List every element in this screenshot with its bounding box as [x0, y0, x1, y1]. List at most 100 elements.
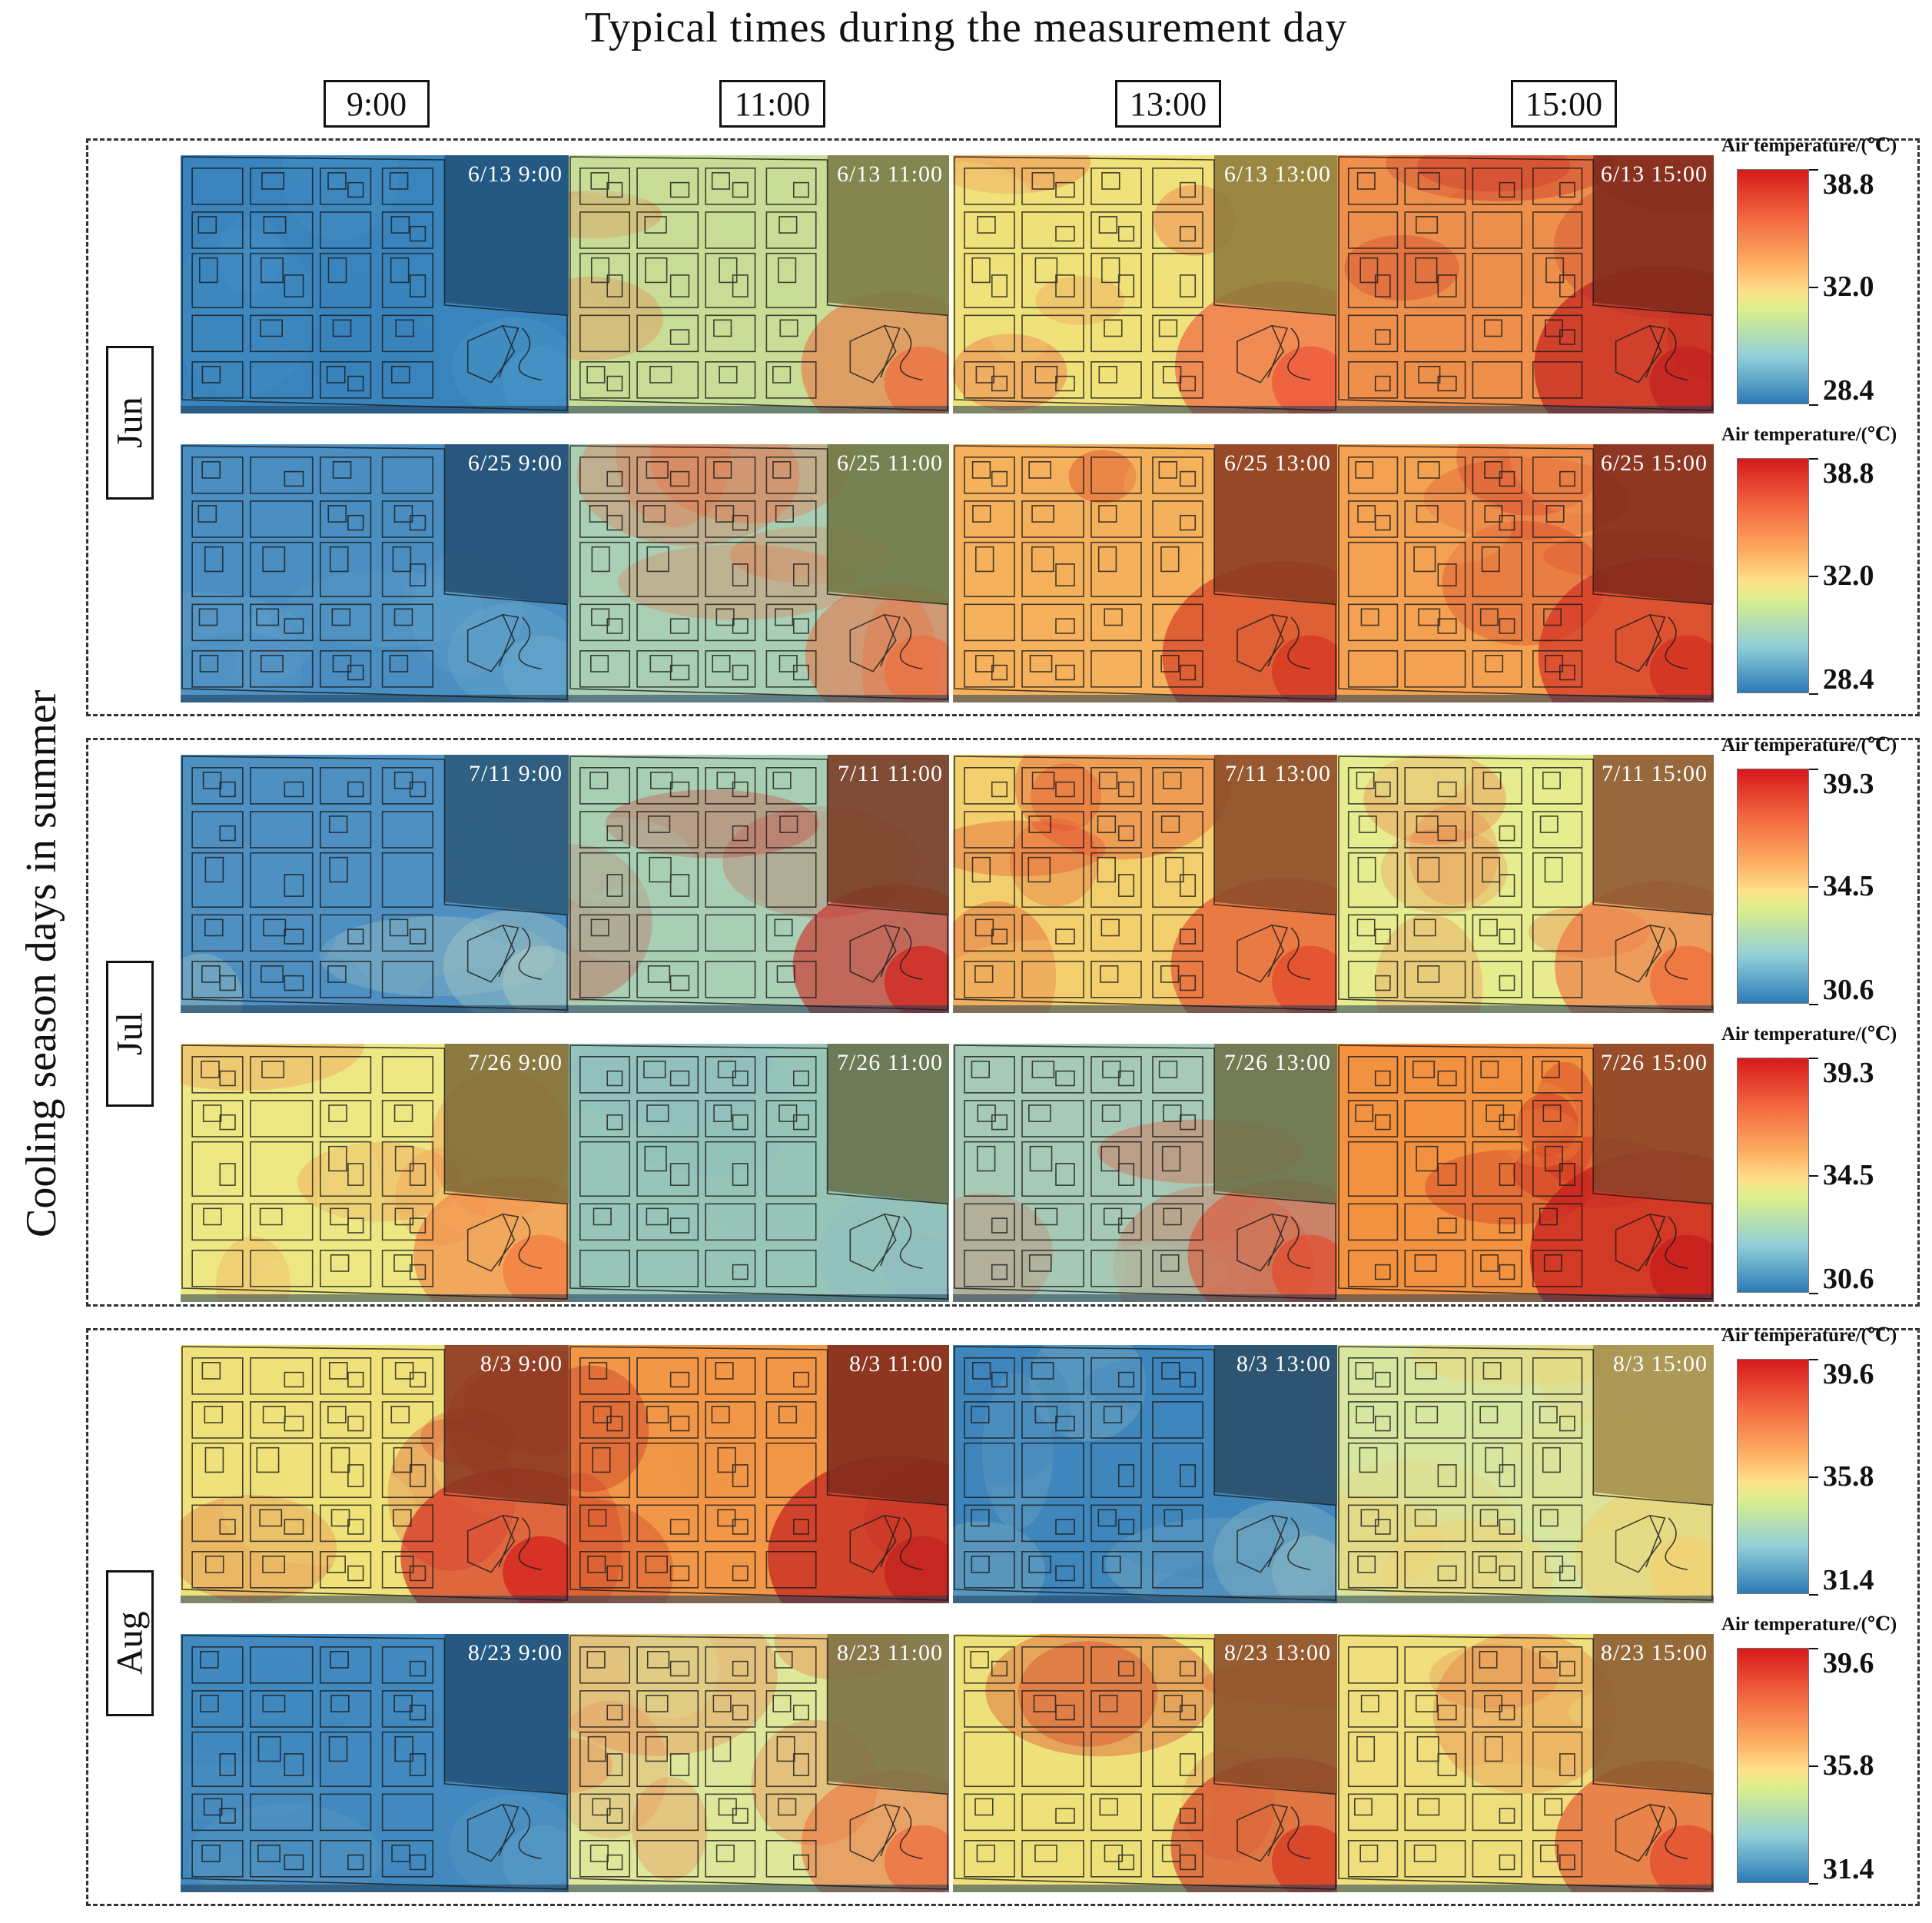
panel-timestamp: 7/11 11:00: [838, 761, 943, 786]
map-panel-8-3-11-00: 8/3 11:00: [569, 1345, 949, 1603]
time-label-1100: 11:00: [719, 80, 825, 128]
panel-timestamp: 6/13 13:00: [1223, 161, 1331, 187]
month-group-jun: [86, 138, 1920, 716]
colorbar-title: Air temperature/(℃): [1721, 1325, 1897, 1346]
temperature-map: [953, 1634, 1337, 1892]
map-panel-8-23-13-00: 8/23 13:00: [953, 1634, 1337, 1892]
colorbar-tick-mark: [1809, 1359, 1818, 1360]
panel-timestamp: 8/23 11:00: [836, 1640, 943, 1666]
panel-timestamp: 8/23 13:00: [1223, 1640, 1331, 1666]
panel-timestamp: 8/23 9:00: [467, 1640, 563, 1666]
colorbar-tick-mark: [1809, 693, 1818, 695]
colorbar-title: Air temperature/(℃): [1721, 735, 1897, 756]
map-panel-8-3-15-00: 8/3 15:00: [1337, 1345, 1714, 1603]
colorbar-tick-mark: [1809, 458, 1818, 460]
map-panel-7-26-9-00: 7/26 9:00: [181, 1044, 569, 1302]
colorbar-tick-mark: [1809, 1883, 1818, 1885]
colorbar-tick-max: 38.8: [1823, 457, 1874, 490]
month-group-aug: [86, 1328, 1920, 1906]
colorbar-tick-mark: [1809, 576, 1818, 577]
panel-timestamp: 6/25 13:00: [1223, 450, 1331, 476]
panel-timestamp: 7/11 9:00: [468, 761, 563, 786]
colorbar-tick-mark: [1809, 886, 1818, 888]
temperature-map: [569, 1634, 949, 1892]
colorbar-tick-min: 30.6: [1823, 974, 1874, 1006]
map-panel-8-23-15-00: 8/23 15:00: [1337, 1634, 1714, 1892]
temperature-map: [181, 755, 569, 1013]
temperature-map: [953, 1345, 1337, 1603]
temperature-map: [1337, 755, 1714, 1013]
map-panel-6-13-13-00: 6/13 13:00: [953, 155, 1337, 413]
temperature-map: [569, 155, 949, 413]
colorbar-tick-mark: [1809, 1648, 1818, 1649]
temperature-map: [181, 155, 569, 413]
colorbar-tick-mark: [1809, 169, 1818, 171]
panel-timestamp: 6/13 11:00: [836, 161, 943, 187]
panel-timestamp: 6/25 11:00: [836, 450, 943, 476]
map-panel-6-25-15-00: 6/25 15:00: [1337, 444, 1714, 702]
colorbar-tick-mark: [1809, 404, 1818, 406]
colorbar-tick-mark: [1809, 1594, 1818, 1596]
map-panel-7-26-11-00: 7/26 11:00: [569, 1044, 949, 1302]
temperature-map: [181, 1634, 569, 1892]
panel-timestamp: 8/3 11:00: [848, 1351, 943, 1377]
colorbar-tick-mid: 34.5: [1823, 870, 1874, 902]
colorbar-gradient: [1737, 769, 1809, 1004]
temperature-map: [1337, 1345, 1714, 1603]
colorbar-tick-mark: [1809, 1293, 1818, 1294]
colorbar-tick-min: 31.4: [1823, 1564, 1874, 1596]
panel-timestamp: 6/13 15:00: [1600, 161, 1708, 187]
colorbar-title: Air temperature/(℃): [1721, 424, 1897, 445]
panel-timestamp: 6/13 9:00: [467, 161, 563, 187]
panel-timestamp: 7/26 13:00: [1223, 1050, 1331, 1075]
panel-timestamp: 8/3 9:00: [480, 1351, 563, 1377]
map-panel-7-26-15-00: 7/26 15:00: [1337, 1044, 1714, 1302]
colorbar-tick-max: 39.6: [1823, 1358, 1874, 1390]
colorbar-tick-mid: 35.8: [1823, 1460, 1874, 1493]
map-panel-8-3-13-00: 8/3 13:00: [953, 1345, 1337, 1603]
colorbar-gradient: [1737, 169, 1809, 404]
colorbar-tick-mark: [1809, 1058, 1818, 1059]
colorbar-title: Air temperature/(℃): [1721, 1024, 1897, 1045]
y-axis-label: Cooling season days in summer: [18, 689, 65, 1238]
map-panel-8-23-9-00: 8/23 9:00: [181, 1634, 569, 1892]
colorbar-title: Air temperature/(℃): [1721, 1614, 1897, 1635]
colorbar-tick-mid: 32.0: [1823, 271, 1874, 303]
map-panel-8-23-11-00: 8/23 11:00: [569, 1634, 949, 1892]
map-panel-6-13-9-00: 6/13 9:00: [181, 155, 569, 413]
panel-timestamp: 8/23 15:00: [1600, 1640, 1708, 1666]
colorbar-gradient: [1737, 1648, 1809, 1883]
colorbar-tick-mark: [1809, 769, 1818, 770]
temperature-map: [181, 444, 569, 702]
map-panel-6-25-13-00: 6/25 13:00: [953, 444, 1337, 702]
colorbar-tick-min: 28.4: [1823, 374, 1874, 407]
temperature-map: [181, 1044, 569, 1302]
colorbar-gradient: [1737, 1058, 1809, 1293]
map-panel-6-13-15-00: 6/13 15:00: [1337, 155, 1714, 413]
map-panel-6-25-11-00: 6/25 11:00: [569, 444, 949, 702]
map-panel-7-11-9-00: 7/11 9:00: [181, 755, 569, 1013]
colorbar-tick-mark: [1809, 1765, 1818, 1767]
time-label-1300: 13:00: [1115, 80, 1221, 128]
map-panel-6-25-9-00: 6/25 9:00: [181, 444, 569, 702]
temperature-map: [953, 444, 1337, 702]
colorbar-title: Air temperature/(℃): [1721, 135, 1897, 156]
temperature-map: [953, 755, 1337, 1013]
colorbar-gradient: [1737, 458, 1809, 693]
map-panel-7-11-13-00: 7/11 13:00: [953, 755, 1337, 1013]
colorbar-tick-min: 28.4: [1823, 663, 1874, 696]
temperature-map: [953, 1044, 1337, 1302]
temperature-map: [569, 1345, 949, 1603]
map-panel-7-11-11-00: 7/11 11:00: [569, 755, 949, 1013]
panel-timestamp: 7/26 9:00: [467, 1050, 563, 1075]
panel-timestamp: 8/3 15:00: [1612, 1351, 1708, 1377]
colorbar-tick-mark: [1809, 287, 1818, 288]
panel-timestamp: 6/25 15:00: [1600, 450, 1708, 476]
month-group-jul: [86, 738, 1920, 1307]
figure-title: Typical times during the measurement day: [584, 4, 1348, 51]
temperature-map: [1337, 155, 1714, 413]
colorbar-tick-max: 38.8: [1823, 168, 1874, 201]
temperature-map: [569, 444, 949, 702]
panel-timestamp: 6/25 9:00: [467, 450, 563, 476]
map-panel-6-13-11-00: 6/13 11:00: [569, 155, 949, 413]
